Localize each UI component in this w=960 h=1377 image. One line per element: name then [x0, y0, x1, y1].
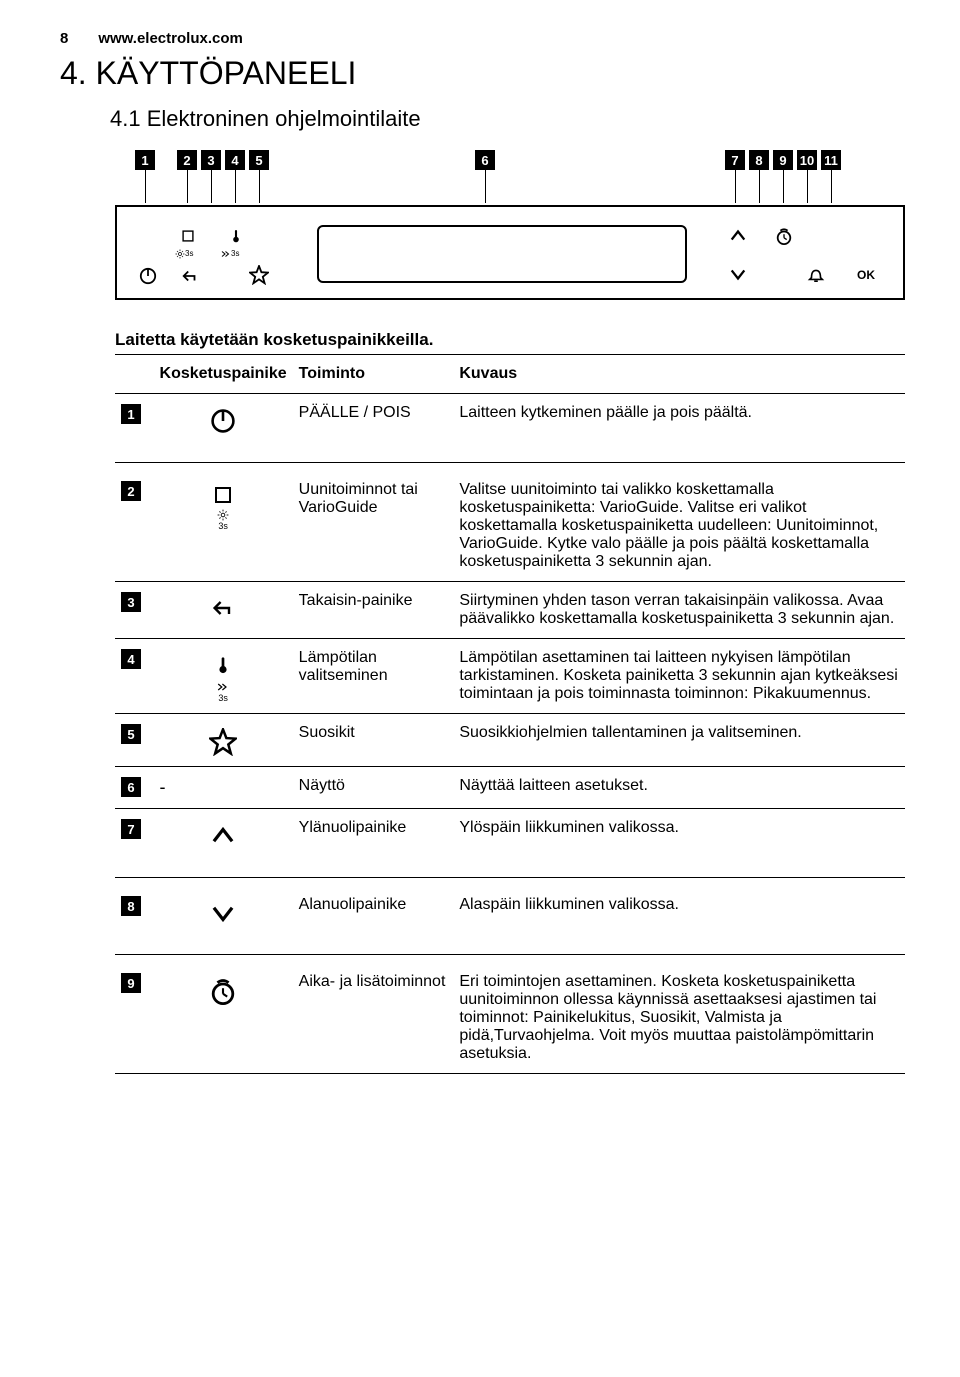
star-icon	[249, 265, 269, 289]
row-desc: Näyttää laitteen asetukset.	[453, 767, 905, 809]
dash-icon: -	[160, 777, 166, 797]
th-description: Kuvaus	[453, 355, 905, 394]
power-icon	[210, 408, 236, 434]
bell-icon	[807, 265, 825, 287]
up-icon	[210, 823, 236, 849]
table-row: 2 3s Uunitoiminnot tai VarioGuide Valits…	[115, 463, 905, 582]
row-func: Suosikit	[293, 714, 454, 767]
row-desc: Lämpötilan asettaminen tai laitteen nyky…	[453, 639, 905, 714]
back-icon	[181, 267, 199, 289]
back-icon	[211, 596, 235, 620]
thermo-icon	[214, 653, 232, 677]
th-function: Toiminto	[293, 355, 454, 394]
callout-1: 1	[135, 150, 155, 170]
light-3s-label: 3s	[175, 249, 193, 259]
row-num: 8	[121, 896, 141, 916]
row-desc: Ylöspäin liikkuminen valikossa.	[453, 809, 905, 878]
panel-box: 3s 3s OK	[115, 205, 905, 300]
row-func: Näyttö	[293, 767, 454, 809]
clock-icon	[775, 227, 793, 249]
row-num: 1	[121, 404, 141, 424]
row-func: Alanuolipainike	[293, 878, 454, 955]
ok-label: OK	[857, 269, 875, 281]
thermo-icon	[229, 227, 243, 249]
table-row: 8 Alanuolipainike Alaspäin liikkuminen v…	[115, 878, 905, 955]
row-desc: Eri toimintojen asettaminen. Kosketa kos…	[453, 955, 905, 1074]
display-screen	[317, 225, 687, 283]
row-func: Ylänuolipainike	[293, 809, 454, 878]
main-title: 4. KÄYTTÖPANEELI	[60, 55, 900, 92]
callout-10: 10	[797, 150, 817, 170]
row-desc: Alaspäin liikkuminen valikossa.	[453, 878, 905, 955]
table-row: 1 PÄÄLLE / POIS Laitteen kytkeminen pääl…	[115, 394, 905, 463]
down-icon	[210, 900, 236, 926]
page-number: 8	[60, 30, 68, 47]
row-func: PÄÄLLE / POIS	[293, 394, 454, 463]
row-func: Aika- ja lisätoiminnot	[293, 955, 454, 1074]
callout-7: 7	[725, 150, 745, 170]
th-button: Kosketuspainike	[154, 355, 293, 394]
fast-3s-label: 3s	[221, 249, 239, 259]
down-icon	[729, 265, 747, 287]
power-icon	[139, 267, 157, 289]
table-row: 6 - Näyttö Näyttää laitteen asetukset.	[115, 767, 905, 809]
callout-9: 9	[773, 150, 793, 170]
up-icon	[729, 227, 747, 249]
callout-6: 6	[475, 150, 495, 170]
intro-text: Laitetta käytetään kosketuspainikkeilla.	[115, 330, 900, 350]
row-num: 9	[121, 973, 141, 993]
square-icon	[213, 485, 233, 505]
clock-icon	[209, 977, 237, 1005]
header-url: www.electrolux.com	[98, 30, 243, 47]
table-row: 4 3s Lämpötilan valitseminen Lämpötilan …	[115, 639, 905, 714]
row-func: Uunitoiminnot tai VarioGuide	[293, 463, 454, 582]
row-sublabel: 3s	[160, 509, 287, 531]
callout-5: 5	[249, 150, 269, 170]
row-num: 6	[121, 777, 141, 797]
panel-diagram: 1 2 3 4 5 6 7 8 9 10 11 3s 3s OK	[115, 150, 905, 300]
table-row: 3 Takaisin-painike Siirtyminen yhden tas…	[115, 582, 905, 639]
sub-title: 4.1 Elektroninen ohjelmointilaite	[110, 106, 900, 132]
callout-row: 1 2 3 4 5 6 7 8 9 10 11	[115, 150, 905, 205]
row-func: Lämpötilan valitseminen	[293, 639, 454, 714]
callout-2: 2	[177, 150, 197, 170]
row-desc: Suosikkiohjelmien tallentaminen ja valit…	[453, 714, 905, 767]
table-row: 9 Aika- ja lisätoiminnot Eri toimintojen…	[115, 955, 905, 1074]
table-row: 7 Ylänuolipainike Ylöspäin liikkuminen v…	[115, 809, 905, 878]
row-desc: Valitse uunitoiminto tai valikko koskett…	[453, 463, 905, 582]
callout-4: 4	[225, 150, 245, 170]
row-num: 7	[121, 819, 141, 839]
row-desc: Laitteen kytkeminen päälle ja pois päält…	[453, 394, 905, 463]
row-desc: Siirtyminen yhden tason verran takaisinp…	[453, 582, 905, 639]
callout-11: 11	[821, 150, 841, 170]
row-func: Takaisin-painike	[293, 582, 454, 639]
square-icon	[181, 229, 195, 247]
row-num: 5	[121, 724, 141, 744]
row-sublabel: 3s	[160, 681, 287, 703]
row-num: 2	[121, 481, 141, 501]
callout-8: 8	[749, 150, 769, 170]
star-icon	[209, 728, 237, 756]
row-num: 3	[121, 592, 141, 612]
table-row: 5 Suosikit Suosikkiohjelmien tallentamin…	[115, 714, 905, 767]
row-num: 4	[121, 649, 141, 669]
control-table: Kosketuspainike Toiminto Kuvaus 1 PÄÄLLE…	[115, 354, 905, 1074]
callout-3: 3	[201, 150, 221, 170]
